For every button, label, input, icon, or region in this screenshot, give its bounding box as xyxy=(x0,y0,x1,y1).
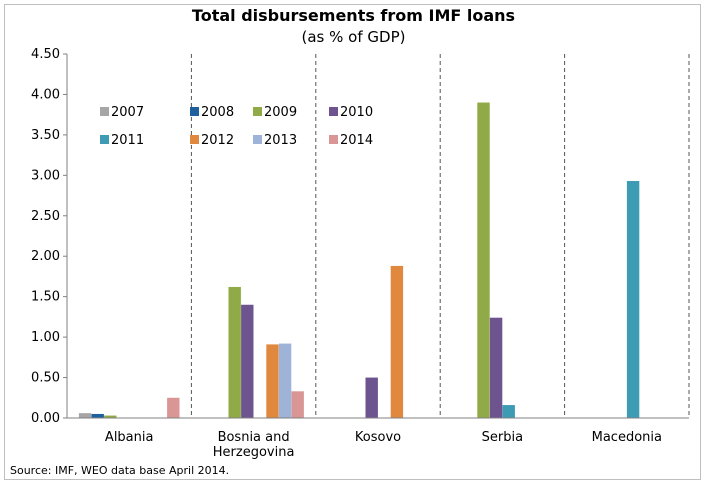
legend-label-2009: 2009 xyxy=(264,105,297,120)
legend-label-2013: 2013 xyxy=(264,133,297,148)
bar-2010-bosnia-and-herzegovina xyxy=(241,304,254,418)
legend-swatch-2007 xyxy=(100,107,109,116)
legend-swatch-2008 xyxy=(190,107,199,116)
y-tick-label: 3.00 xyxy=(31,168,60,183)
legend-swatch-2013 xyxy=(253,135,262,144)
bar-2014-bosnia-and-herzegovina xyxy=(291,391,304,418)
bar-2014-albania xyxy=(167,397,180,418)
y-tick-label: 4.00 xyxy=(31,87,60,102)
bar-2012-kosovo xyxy=(390,265,404,418)
y-tick-label: 1.50 xyxy=(31,290,60,305)
legend-label-2011: 2011 xyxy=(111,133,144,148)
chart-subtitle: (as % of GDP) xyxy=(301,28,406,46)
y-tick-label: 2.50 xyxy=(31,209,60,224)
bar-2009-albania xyxy=(104,415,117,418)
legend-swatch-2011 xyxy=(100,135,109,144)
legend-swatch-2009 xyxy=(253,107,262,116)
chart-frame xyxy=(4,4,701,480)
category-label: Serbia xyxy=(482,430,523,445)
category-label: Kosovo xyxy=(355,430,401,445)
legend-label-2010: 2010 xyxy=(340,105,373,120)
bar-2012-bosnia-and-herzegovina xyxy=(266,344,279,418)
category-label: Macedonia xyxy=(592,430,662,445)
legend-label-2007: 2007 xyxy=(111,105,144,120)
y-tick-label: 0.00 xyxy=(31,411,60,426)
source-note: Source: IMF, WEO data base April 2014. xyxy=(10,464,230,477)
category-label: Bosnia and xyxy=(218,430,290,445)
legend-swatch-2010 xyxy=(329,107,338,116)
bar-2009-bosnia-and-herzegovina xyxy=(228,286,241,418)
bar-2011-serbia xyxy=(502,405,515,418)
legend-label-2012: 2012 xyxy=(201,133,234,148)
chart-title: Total disbursements from IMF loans xyxy=(191,6,516,25)
legend-label-2014: 2014 xyxy=(340,133,373,148)
y-tick-label: 4.50 xyxy=(31,47,60,62)
legend-swatch-2012 xyxy=(190,135,199,144)
category-label: Herzegovina xyxy=(213,445,295,460)
category-label: Albania xyxy=(105,430,154,445)
bar-2010-serbia xyxy=(489,317,503,418)
bar-2009-serbia xyxy=(477,102,490,419)
bar-2013-bosnia-and-herzegovina xyxy=(278,343,292,418)
y-tick-label: 0.50 xyxy=(31,371,60,386)
bar-2007-albania xyxy=(78,413,92,418)
y-tick-label: 3.50 xyxy=(31,128,60,143)
legend-label-2008: 2008 xyxy=(201,105,234,120)
y-tick-label: 1.00 xyxy=(31,330,60,345)
bar-2008-albania xyxy=(91,413,104,418)
bar-2011-macedonia xyxy=(626,180,640,418)
legend-swatch-2014 xyxy=(329,135,338,144)
bar-2010-kosovo xyxy=(365,377,378,418)
y-tick-label: 2.00 xyxy=(31,249,60,264)
